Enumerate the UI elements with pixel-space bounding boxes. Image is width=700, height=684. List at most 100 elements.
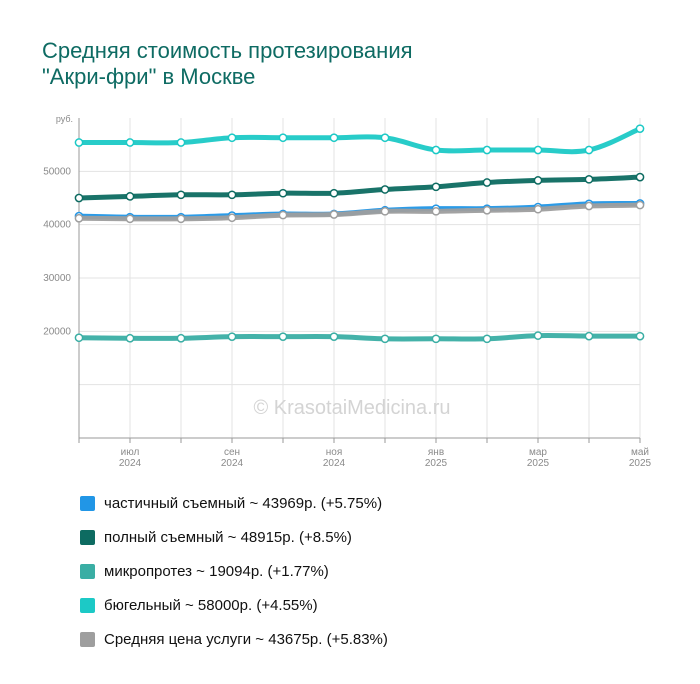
data-point (278, 133, 288, 143)
data-point (584, 145, 594, 155)
legend-item[interactable]: частичный съемный ~ 43969р. (+5.75%) (80, 486, 388, 520)
x-tick-month: ноя (326, 447, 343, 458)
chart-title: Средняя стоимость протезирования "Акри-ф… (42, 38, 413, 90)
data-point (635, 331, 645, 341)
data-point (278, 332, 288, 342)
data-point (635, 172, 645, 182)
data-point (329, 332, 339, 342)
data-point (380, 133, 390, 143)
data-point (125, 333, 135, 343)
legend-swatch (80, 495, 95, 511)
data-point (227, 133, 237, 143)
legend-swatch (80, 563, 95, 579)
series-line (76, 202, 643, 222)
legend-swatch (80, 631, 95, 647)
series-0 (74, 124, 645, 155)
data-point (125, 192, 135, 201)
series-4 (74, 331, 645, 344)
data-point (482, 205, 492, 215)
legend-item[interactable]: микропротез ~ 19094р. (+1.77%) (80, 554, 388, 588)
legend-label: бюгельный ~ 58000р. (+4.55%) (104, 596, 318, 614)
x-tick-year: 2025 (425, 458, 448, 469)
data-point (227, 332, 237, 342)
data-point (74, 213, 84, 223)
data-point (533, 204, 543, 214)
x-tick-month: май (631, 447, 649, 458)
data-point (329, 188, 339, 198)
data-point (482, 334, 492, 344)
data-point (431, 145, 441, 155)
data-point (380, 334, 390, 344)
chart-legend: частичный съемный ~ 43969р. (+5.75%) полн… (80, 486, 388, 656)
y-tick-label: 30000 (43, 273, 71, 284)
legend-label: Средняя цена услуги ~ 43675р. (+5.83%) (104, 630, 388, 648)
data-point (74, 333, 84, 343)
series-line (76, 126, 643, 155)
data-point (533, 145, 543, 155)
x-tick-month: янв (428, 447, 444, 458)
legend-label: полный съемный ~ 48915р. (+8.5%) (104, 528, 352, 546)
price-line-chart: руб.20000300004000050000июл2024сен2024но… (43, 114, 652, 469)
data-point (533, 331, 543, 340)
data-point (125, 214, 135, 224)
series-line (76, 174, 643, 201)
data-point (329, 133, 339, 143)
y-tick-label: 20000 (43, 326, 71, 337)
x-tick-month: мар (529, 447, 547, 458)
data-point (635, 124, 645, 134)
watermark-text: © KrasotaiMedicina.ru (253, 397, 450, 419)
chart-title-line-1: Средняя стоимость протезирования (42, 38, 413, 63)
y-tick-label: 40000 (43, 220, 71, 231)
data-point (329, 210, 339, 219)
legend-item[interactable]: бюгельный ~ 58000р. (+4.55%) (80, 588, 388, 622)
series-1 (74, 172, 645, 203)
legend-swatch (80, 529, 95, 545)
legend-item[interactable]: полный съемный ~ 48915р. (+8.5%) (80, 520, 388, 554)
data-point (227, 190, 237, 200)
data-point (74, 138, 84, 147)
data-point (227, 213, 237, 223)
data-point (176, 190, 186, 200)
data-point (74, 193, 84, 203)
data-point (176, 138, 186, 147)
data-point (380, 185, 390, 194)
x-tick-year: 2024 (119, 458, 142, 469)
legend-label: частичный съемный ~ 43969р. (+5.75%) (104, 494, 383, 512)
x-tick-year: 2025 (527, 458, 550, 469)
y-axis-unit-label: руб. (56, 114, 73, 124)
data-point (176, 214, 186, 224)
data-point (431, 334, 441, 344)
legend-item[interactable]: Средняя цена услуги ~ 43675р. (+5.83%) (80, 622, 388, 656)
x-tick-year: 2025 (629, 458, 652, 469)
y-tick-label: 50000 (43, 166, 71, 177)
legend-swatch (80, 597, 95, 613)
data-point (584, 201, 594, 211)
data-point (278, 188, 288, 198)
series-line (76, 332, 643, 342)
chart-title-line-2: "Акри-фри" в Москве (42, 64, 256, 89)
legend-label: микропротез ~ 19094р. (+1.77%) (104, 562, 329, 580)
data-point (431, 206, 441, 216)
data-point (482, 178, 492, 187)
data-point (278, 210, 288, 220)
data-point (431, 182, 441, 192)
data-point (176, 333, 186, 343)
x-tick-month: сен (224, 447, 240, 458)
data-point (125, 138, 135, 147)
data-point (635, 200, 645, 210)
x-tick-year: 2024 (323, 458, 346, 469)
x-tick-year: 2024 (221, 458, 244, 469)
data-point (482, 145, 492, 155)
series-3 (74, 200, 645, 224)
data-point (533, 176, 543, 185)
data-point (584, 174, 594, 184)
x-tick-month: июл (121, 447, 140, 458)
data-point (584, 331, 594, 341)
data-point (380, 206, 390, 216)
